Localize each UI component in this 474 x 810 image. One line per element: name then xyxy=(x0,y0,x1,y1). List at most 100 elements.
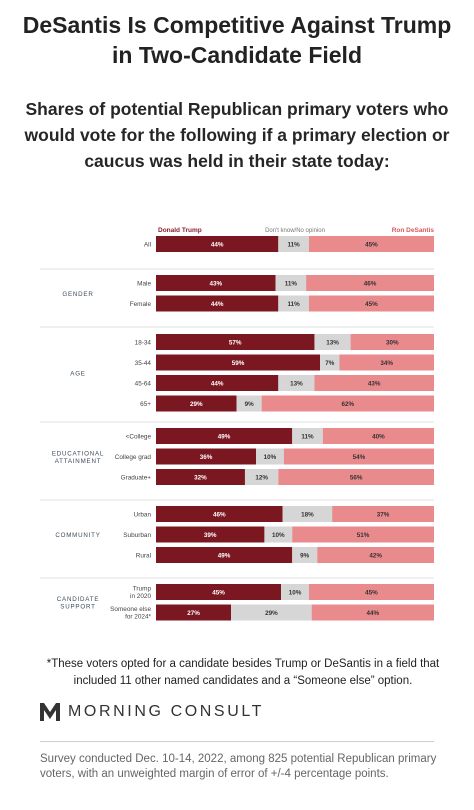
group-label: ATTAINMENT xyxy=(55,458,102,465)
value-label-desantis: 30% xyxy=(386,339,399,346)
value-label-desantis: 62% xyxy=(342,401,355,408)
row-label: Rural xyxy=(136,552,151,559)
bar-desantis xyxy=(317,547,434,563)
bar-unsure xyxy=(236,395,262,412)
value-label-unsure: 18% xyxy=(301,511,314,518)
row-label: for 2024* xyxy=(125,613,151,620)
value-label-desantis: 42% xyxy=(369,552,382,559)
bar-trump xyxy=(156,334,315,350)
value-label-unsure: 10% xyxy=(289,589,302,596)
value-label-unsure: 10% xyxy=(264,454,277,461)
bar-trump xyxy=(156,506,283,522)
value-label-unsure: 7% xyxy=(325,360,335,367)
row-label: Urban xyxy=(134,511,152,518)
bar-trump xyxy=(156,354,321,371)
value-label-trump: 29% xyxy=(190,401,203,408)
row-label: <College xyxy=(126,433,152,440)
bar-desantis xyxy=(278,469,434,485)
bar-desantis xyxy=(308,236,434,252)
value-label-trump: 46% xyxy=(213,511,226,518)
bar-trump xyxy=(156,526,265,543)
bar-trump xyxy=(156,375,279,391)
value-label-trump: 43% xyxy=(209,280,222,287)
bar-unsure xyxy=(264,526,293,543)
value-label-desantis: 56% xyxy=(350,474,363,481)
value-label-trump: 45% xyxy=(212,589,225,596)
legend-desantis: Ron DeSantis xyxy=(392,227,435,234)
value-label-unsure: 11% xyxy=(285,280,298,287)
footnote: *These voters opted for a candidate besi… xyxy=(46,658,440,687)
row-label: 18-34 xyxy=(135,339,152,346)
bar-desantis xyxy=(332,506,434,522)
bar-unsure xyxy=(281,584,309,600)
bar-unsure xyxy=(320,354,340,371)
bar-desantis xyxy=(311,604,434,621)
bar-trump xyxy=(156,275,276,291)
row-label: Male xyxy=(137,280,151,287)
value-label-unsure: 9% xyxy=(300,552,310,559)
brand-name: MORNING CONSULT xyxy=(68,703,265,720)
row-label: 45-64 xyxy=(135,380,152,387)
morning-consult-logo-icon xyxy=(40,703,60,721)
bar-trump xyxy=(156,584,282,600)
value-label-trump: 44% xyxy=(211,301,224,308)
value-label-desantis: 51% xyxy=(357,532,370,539)
bar-desantis xyxy=(308,295,434,312)
bar-desantis xyxy=(261,395,434,412)
value-label-desantis: 45% xyxy=(365,241,378,248)
value-label-desantis: 37% xyxy=(377,511,390,518)
row-label: Graduate+ xyxy=(121,474,152,481)
bar-unsure xyxy=(278,295,309,312)
value-label-trump: 36% xyxy=(200,454,213,461)
bar-desantis xyxy=(339,354,434,371)
bar-trump xyxy=(156,547,293,563)
bar-unsure xyxy=(278,375,315,391)
value-label-unsure: 29% xyxy=(265,610,278,617)
group-label: SUPPORT xyxy=(60,604,95,611)
stacked-bar-chart: Donald Trump Don't know/No opinion Ron DeS… xyxy=(40,227,435,621)
bar-desantis xyxy=(308,584,434,600)
value-label-trump: 32% xyxy=(194,474,207,481)
value-label-desantis: 34% xyxy=(380,360,393,367)
bar-unsure xyxy=(282,506,333,522)
value-label-unsure: 13% xyxy=(326,339,339,346)
bar-trump xyxy=(156,604,232,621)
bar-unsure xyxy=(278,236,309,252)
bar-trump xyxy=(156,236,279,252)
value-label-desantis: 54% xyxy=(353,454,366,461)
row-label: Trump xyxy=(133,586,152,593)
value-label-desantis: 44% xyxy=(367,610,380,617)
value-label-trump: 49% xyxy=(218,552,231,559)
bar-unsure xyxy=(314,334,351,350)
legend-unsure: Don't know/No opinion xyxy=(265,228,325,234)
row-label: Someone else xyxy=(110,606,151,613)
value-label-desantis: 45% xyxy=(365,589,378,596)
row-label: Female xyxy=(130,301,152,308)
row-label: 65+ xyxy=(140,401,151,408)
value-label-unsure: 11% xyxy=(287,241,300,248)
value-label-unsure: 9% xyxy=(245,401,255,408)
value-label-trump: 27% xyxy=(187,610,200,617)
bar-unsure xyxy=(244,469,279,485)
value-label-trump: 44% xyxy=(211,241,224,248)
bar-trump xyxy=(156,428,293,444)
bar-desantis xyxy=(283,448,434,465)
bar-trump xyxy=(156,448,257,465)
value-label-unsure: 11% xyxy=(301,433,314,440)
value-label-unsure: 10% xyxy=(272,532,285,539)
value-label-trump: 44% xyxy=(211,380,224,387)
bar-trump xyxy=(156,469,245,485)
bar-trump xyxy=(156,295,279,312)
group-label: CANDIDATE xyxy=(57,596,100,603)
row-label: 35-44 xyxy=(135,360,152,367)
bar-unsure xyxy=(256,448,284,465)
group-label: AGE xyxy=(70,370,85,377)
value-label-desantis: 40% xyxy=(372,433,385,440)
chart-title: DeSantis Is Competitive Against Trump in… xyxy=(22,12,452,68)
value-label-unsure: 13% xyxy=(290,380,303,387)
value-label-trump: 57% xyxy=(229,339,242,346)
bar-trump xyxy=(156,395,237,412)
bar-unsure xyxy=(292,428,323,444)
value-label-desantis: 43% xyxy=(368,380,381,387)
row-label: Suburban xyxy=(123,532,151,539)
